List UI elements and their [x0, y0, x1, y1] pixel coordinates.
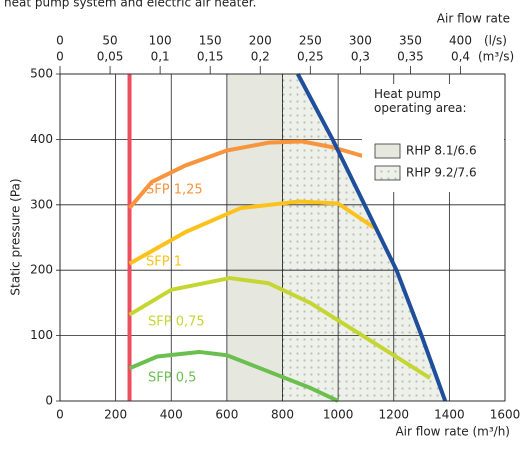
x-tick-label: 1000 [323, 408, 354, 422]
x-tick-label: 200 [104, 408, 127, 422]
x3-tick-label: 0,1 [151, 50, 170, 64]
legend-title: Heat pump operating area: [374, 87, 467, 115]
x-tick-label: 400 [160, 408, 183, 422]
y-tick-label: 100 [30, 328, 53, 342]
x2-tick-label: 100 [149, 34, 172, 48]
series-label: SFP 0,75 [148, 315, 205, 330]
top-axis-title: Air flow rate [437, 12, 510, 26]
legend-swatch [374, 143, 401, 159]
series-label: SFP 1 [146, 255, 182, 270]
legend-swatch [374, 165, 401, 181]
x3-tick-label: 0,05 [97, 50, 124, 64]
y-tick-label: 400 [30, 132, 53, 146]
x-tick-label: 1400 [434, 408, 465, 422]
x3-unit: (m³/s) [478, 50, 514, 64]
series-line [128, 139, 370, 210]
x2-tick-label: 300 [349, 34, 372, 48]
x2-tick-label: 150 [199, 34, 222, 48]
y-tick-label: 200 [30, 263, 53, 277]
x3-tick-label: 0,35 [397, 50, 424, 64]
x3-tick-label: 0 [56, 50, 64, 64]
x2-unit: (l/s) [484, 34, 507, 48]
x3-tick-label: 0,2 [251, 50, 270, 64]
series-line [296, 73, 448, 402]
series-line [128, 199, 376, 266]
x2-tick-label: 0 [56, 34, 64, 48]
y-tick-label: 300 [30, 197, 53, 211]
x2-tick-label: 350 [399, 34, 422, 48]
area [282, 74, 446, 401]
x3-tick-label: 0,3 [351, 50, 370, 64]
legend-label: RHP 9.2/7.6 [406, 166, 477, 180]
series-line [128, 276, 431, 380]
series-label: SFP 0,5 [148, 371, 196, 386]
series-line [128, 349, 339, 403]
area [226, 74, 283, 401]
x3-tick-label: 0,4 [451, 50, 470, 64]
x-tick-label: 800 [271, 408, 294, 422]
x-tick-label: 0 [56, 408, 64, 422]
plot-frame [59, 73, 506, 402]
x-tick-label: 1600 [490, 408, 521, 422]
x2-tick-label: 250 [299, 34, 322, 48]
y-tick-label: 500 [30, 67, 53, 81]
y-tick-label: 0 [45, 394, 53, 408]
y-axis-title: Static pressure (Pa) [9, 178, 23, 295]
legend-label: RHP 8.1/6.6 [406, 144, 477, 158]
x-tick-label: 600 [215, 408, 238, 422]
x2-tick-label: 200 [249, 34, 272, 48]
series-label: SFP 1,25 [146, 183, 203, 198]
caption: heat pump system and electric air heater… [4, 0, 256, 10]
x2-tick-label: 50 [102, 34, 117, 48]
x-tick-label: 1200 [378, 408, 409, 422]
x3-tick-label: 0,25 [297, 50, 324, 64]
x2-tick-label: 400 [449, 34, 472, 48]
x3-tick-label: 0,15 [197, 50, 224, 64]
x-axis-title: Air flow rate (m³/h) [395, 425, 510, 439]
